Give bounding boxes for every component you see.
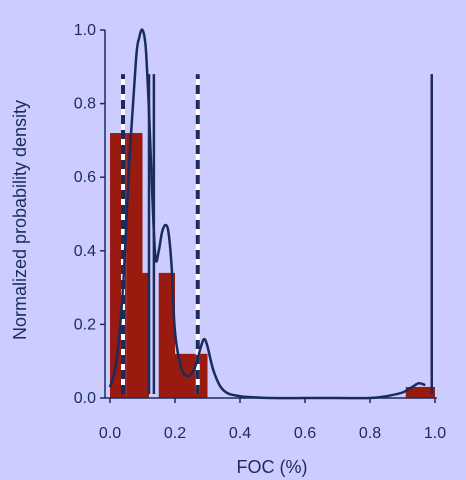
y-tick-label-3: 0.6 <box>74 169 96 186</box>
x-tick-label-5: 1.0 <box>424 425 446 442</box>
y-tick-label-2: 0.4 <box>74 243 96 260</box>
x-axis-title: FOC (%) <box>237 457 308 477</box>
x-tick-label-0: 0.0 <box>99 425 121 442</box>
y-tick-label-0: 0.0 <box>74 390 96 407</box>
x-tick-label-2: 0.4 <box>229 425 251 442</box>
y-tick-label-4: 0.8 <box>74 96 96 113</box>
y-axis-title: Normalized probability density <box>10 100 30 340</box>
y-tick-label-1: 0.2 <box>74 316 96 333</box>
y-tick-label-5: 1.0 <box>74 22 96 39</box>
x-tick-label-1: 0.2 <box>164 425 186 442</box>
x-tick-label-3: 0.6 <box>294 425 316 442</box>
x-tick-label-4: 0.8 <box>359 425 381 442</box>
